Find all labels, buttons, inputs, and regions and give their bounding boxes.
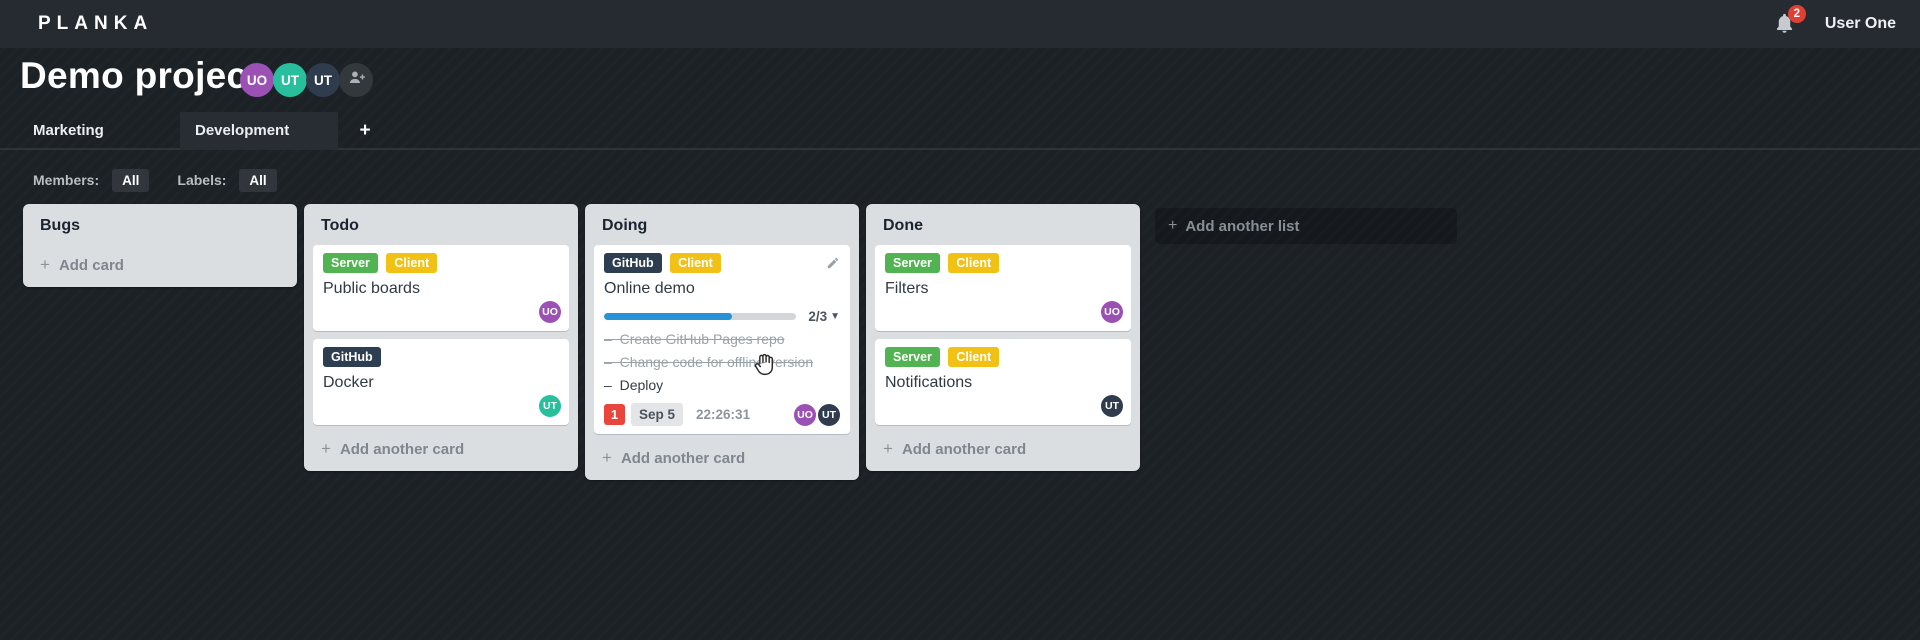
add-card-label: Add another card — [620, 449, 746, 467]
app-logo[interactable]: PLANKA — [38, 13, 154, 34]
add-card-label: Add card — [58, 256, 124, 274]
list-bugs: Bugs + Add card — [23, 204, 297, 287]
progress-count[interactable]: 2/3 — [808, 309, 828, 324]
add-board-button[interactable]: + — [359, 120, 371, 141]
plus-icon: + — [321, 439, 331, 458]
tab-marketing[interactable]: Marketing — [33, 122, 104, 139]
card-public-boards[interactable]: Server Client Public boards UO — [313, 245, 569, 331]
plus-icon: + — [40, 255, 50, 274]
card-filters[interactable]: Server Client Filters UO — [875, 245, 1131, 331]
card-online-demo[interactable]: GitHub Client Online demo 2/3 ▼ Create G… — [594, 245, 850, 434]
project-members: UO UT UT — [240, 63, 373, 97]
add-card-button[interactable]: + Add another card — [313, 435, 569, 461]
labels-filter-label: Labels: — [177, 172, 227, 188]
card-label: GitHub — [604, 253, 662, 273]
topbar-right: 2 User One — [1773, 5, 1896, 39]
card-title: Online demo — [604, 280, 695, 297]
plus-icon: + — [1168, 217, 1178, 234]
notifications-button[interactable]: 2 — [1773, 5, 1806, 39]
timer-value[interactable]: 22:26:31 — [696, 407, 751, 422]
card-title: Notifications — [885, 374, 973, 391]
card-label: Client — [670, 253, 721, 273]
progress-bar — [604, 313, 796, 320]
user-menu[interactable]: User One — [1824, 15, 1896, 32]
due-date-chip[interactable]: Sep 5 — [631, 403, 684, 426]
card-title: Filters — [885, 280, 929, 297]
avatar[interactable]: UT — [1101, 395, 1123, 417]
task-item[interactable]: Change code for offline version — [604, 354, 840, 370]
list-title[interactable]: Todo — [321, 217, 359, 234]
edit-card-icon[interactable] — [826, 256, 840, 270]
plus-icon: + — [883, 439, 893, 458]
notification-count-badge: 2 — [1787, 5, 1806, 23]
add-card-button[interactable]: + Add card — [32, 251, 288, 277]
list-title[interactable]: Doing — [602, 217, 648, 234]
list-todo: Todo Server Client Public boards UO GitH… — [304, 204, 578, 471]
card-label: Server — [323, 253, 378, 273]
add-list-button[interactable]: + Add another list — [1155, 208, 1457, 244]
list-title[interactable]: Bugs — [40, 217, 80, 234]
card-docker[interactable]: GitHub Docker UT — [313, 339, 569, 425]
avatar[interactable]: UT — [539, 395, 561, 417]
add-card-label: Add another card — [339, 440, 465, 458]
task-item[interactable]: Deploy — [604, 377, 840, 393]
page-title[interactable]: Demo project — [20, 55, 261, 96]
add-card-button[interactable]: + Add another card — [875, 435, 1131, 461]
kanban-board: Bugs + Add card Todo Server Client Publi… — [23, 204, 1457, 480]
card-title: Docker — [323, 374, 374, 391]
avatar[interactable]: UO — [1101, 301, 1123, 323]
avatar[interactable]: UT — [818, 403, 840, 426]
card-label: GitHub — [323, 347, 381, 367]
card-label: Server — [885, 347, 940, 367]
card-label: Client — [948, 347, 1000, 367]
task-item[interactable]: Create GitHub Pages repo — [604, 331, 840, 347]
avatar[interactable]: UT — [306, 63, 340, 97]
plus-icon: + — [602, 448, 612, 467]
add-user-icon — [347, 68, 366, 92]
list-done: Done Server Client Filters UO Server Cli… — [866, 204, 1140, 471]
card-label: Client — [386, 253, 438, 273]
members-filter-label: Members: — [33, 172, 100, 188]
avatar[interactable]: UT — [273, 63, 307, 97]
card-assignees: UO UT — [794, 403, 840, 426]
card-labels: Server Client — [885, 253, 1121, 273]
filter-bar: Members: All Labels: All — [33, 165, 277, 195]
labels-filter-value[interactable]: All — [239, 168, 277, 192]
chevron-down-icon[interactable]: ▼ — [830, 311, 840, 322]
progress-fill — [604, 313, 733, 320]
tab-development[interactable]: Development — [180, 112, 338, 150]
add-member-button[interactable] — [339, 63, 373, 97]
card-labels: Server Client — [885, 347, 1121, 367]
card-footer: 1 Sep 5 22:26:31 UO UT — [604, 403, 840, 426]
list-title[interactable]: Done — [883, 217, 923, 234]
avatar[interactable]: UO — [539, 301, 561, 323]
avatar[interactable]: UO — [240, 63, 274, 97]
task-progress: 2/3 ▼ — [604, 309, 840, 324]
card-labels: GitHub — [323, 347, 559, 367]
card-label: Server — [885, 253, 940, 273]
list-doing: Doing GitHub Client Online demo 2/3 ▼ Cr… — [585, 204, 859, 480]
top-bar: PLANKA 2 User One — [0, 0, 1920, 48]
card-label: Client — [948, 253, 1000, 273]
add-list-label: Add another list — [1185, 217, 1300, 235]
avatar[interactable]: UO — [794, 403, 816, 426]
add-card-label: Add another card — [901, 440, 1027, 458]
card-title: Public boards — [323, 280, 420, 297]
bell-icon — [1773, 13, 1796, 39]
board-tabs: Marketing Development + — [0, 112, 1920, 150]
add-card-button[interactable]: + Add another card — [594, 444, 850, 470]
card-labels: Server Client — [323, 253, 559, 273]
card-labels: GitHub Client — [604, 253, 840, 273]
card-notifications[interactable]: Server Client Notifications UT — [875, 339, 1131, 425]
card-notification-badge: 1 — [604, 404, 625, 425]
members-filter-value[interactable]: All — [112, 168, 150, 192]
